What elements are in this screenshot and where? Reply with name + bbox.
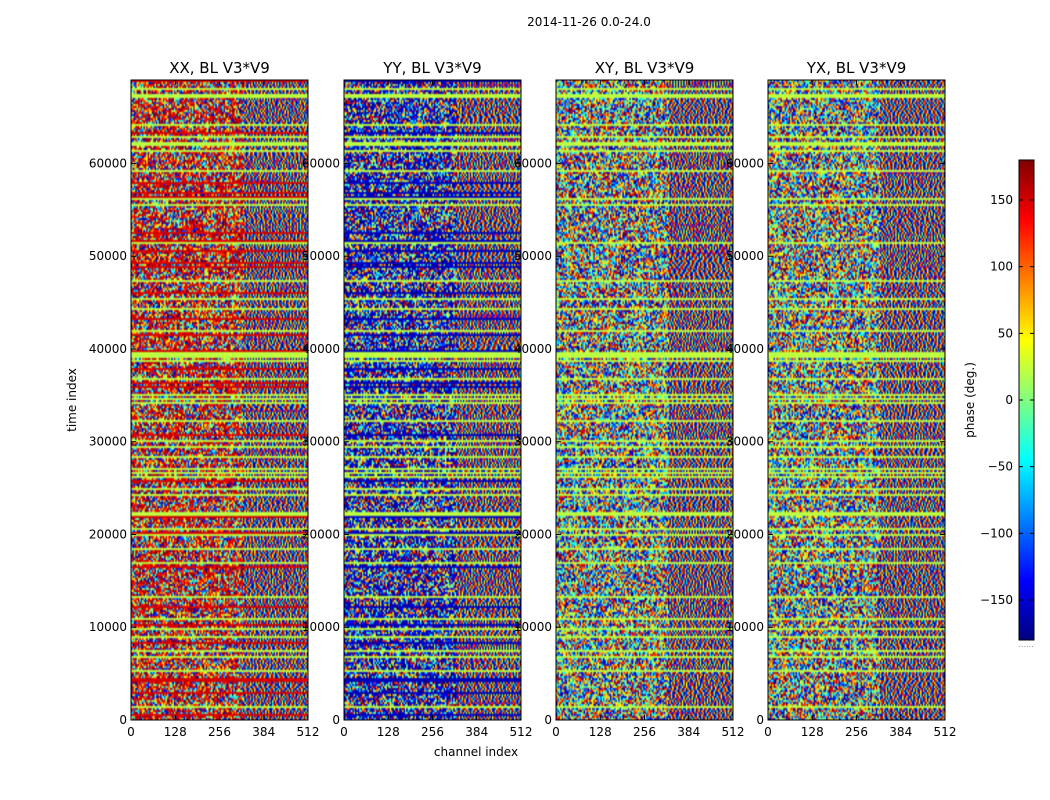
colorbar-tick-label: −50 bbox=[988, 460, 1013, 474]
y-axis-label: time index bbox=[65, 368, 79, 432]
y-tick-label: 40000 bbox=[302, 342, 340, 356]
y-tick-label: 30000 bbox=[89, 435, 127, 449]
panel-title: XY, BL V3*V9 bbox=[595, 59, 695, 77]
heatmap-image bbox=[131, 80, 308, 720]
y-tick-label: 60000 bbox=[514, 156, 552, 170]
heatmap-image bbox=[344, 80, 521, 720]
x-tick-label: 0 bbox=[340, 725, 348, 739]
y-tick-label: 20000 bbox=[302, 527, 340, 541]
x-tick-label: 256 bbox=[421, 725, 444, 739]
x-tick-label: 384 bbox=[252, 725, 275, 739]
panel-title: YX, BL V3*V9 bbox=[806, 59, 907, 77]
y-tick-label: 10000 bbox=[726, 620, 764, 634]
panel-1: XX, BL V3*V9 0 128 256 384 512 0 10000 20000 3000… bbox=[89, 59, 320, 739]
y-tick-label: 30000 bbox=[302, 435, 340, 449]
x-tick-label: 384 bbox=[465, 725, 488, 739]
colorbar-footer: ...... bbox=[1018, 640, 1033, 649]
colorbar: −150 −100 −50 0 50 100 150 bbox=[980, 159, 1035, 641]
colorbar-tick-label: 100 bbox=[990, 260, 1013, 274]
x-tick-label: 256 bbox=[208, 725, 231, 739]
x-tick-label: 512 bbox=[722, 725, 745, 739]
x-tick-label: 128 bbox=[589, 725, 612, 739]
heatmap-image bbox=[556, 80, 733, 720]
colorbar-tick-label: 150 bbox=[990, 193, 1013, 207]
figure-title: 2014-11-26 0.0-24.0 bbox=[527, 15, 651, 29]
colorbar-tick-label: −150 bbox=[980, 593, 1013, 607]
y-tick-label: 10000 bbox=[514, 620, 552, 634]
y-tick-label: 50000 bbox=[514, 249, 552, 263]
y-tick-label: 0 bbox=[119, 713, 127, 727]
y-tick-label: 20000 bbox=[514, 527, 552, 541]
x-tick-label: 384 bbox=[889, 725, 912, 739]
colorbar-tick-label: 50 bbox=[998, 326, 1013, 340]
x-tick-label: 0 bbox=[127, 725, 135, 739]
x-tick-label: 128 bbox=[801, 725, 824, 739]
x-tick-label: 512 bbox=[297, 725, 320, 739]
x-tick-label: 512 bbox=[934, 725, 957, 739]
x-tick-label: 256 bbox=[845, 725, 868, 739]
colorbar-tick-label: −100 bbox=[980, 526, 1013, 540]
y-tick-label: 40000 bbox=[89, 342, 127, 356]
y-tick-label: 30000 bbox=[514, 435, 552, 449]
heatmap-image bbox=[768, 80, 945, 720]
x-tick-label: 128 bbox=[164, 725, 187, 739]
y-tick-label: 60000 bbox=[89, 156, 127, 170]
y-tick-label: 60000 bbox=[302, 156, 340, 170]
y-tick-label: 50000 bbox=[726, 249, 764, 263]
x-tick-label: 128 bbox=[377, 725, 400, 739]
y-tick-label: 0 bbox=[544, 713, 552, 727]
y-tick-label: 20000 bbox=[89, 527, 127, 541]
colorbar-tick-label: 0 bbox=[1005, 393, 1013, 407]
y-tick-label: 50000 bbox=[89, 249, 127, 263]
x-tick-label: 256 bbox=[633, 725, 656, 739]
panel-title: XX, BL V3*V9 bbox=[169, 59, 270, 77]
x-axis-label: channel index bbox=[434, 745, 518, 759]
y-tick-label: 0 bbox=[332, 713, 340, 727]
colorbar-label: phase (deg.) bbox=[963, 362, 977, 438]
panel-4: YX, BL V3*V9 0 128 256 384 512 0 10000 20000 3000… bbox=[726, 59, 957, 739]
y-tick-label: 60000 bbox=[726, 156, 764, 170]
y-tick-label: 50000 bbox=[302, 249, 340, 263]
y-tick-label: 30000 bbox=[726, 435, 764, 449]
x-tick-label: 0 bbox=[552, 725, 560, 739]
x-tick-label: 0 bbox=[764, 725, 772, 739]
y-tick-label: 10000 bbox=[89, 620, 127, 634]
x-tick-label: 512 bbox=[510, 725, 533, 739]
panel-3: XY, BL V3*V9 0 128 256 384 512 0 10000 20000 3000… bbox=[514, 59, 745, 739]
y-tick-label: 40000 bbox=[514, 342, 552, 356]
panel-title: YY, BL V3*V9 bbox=[382, 59, 481, 77]
y-tick-label: 20000 bbox=[726, 527, 764, 541]
y-tick-label: 10000 bbox=[302, 620, 340, 634]
x-tick-label: 384 bbox=[677, 725, 700, 739]
y-tick-label: 0 bbox=[756, 713, 764, 727]
panels: XX, BL V3*V9 0 128 256 384 512 0 10000 20000 3000… bbox=[89, 59, 957, 739]
panel-2: YY, BL V3*V9 0 128 256 384 512 0 10000 20000 3000… bbox=[302, 59, 533, 739]
y-tick-label: 40000 bbox=[726, 342, 764, 356]
